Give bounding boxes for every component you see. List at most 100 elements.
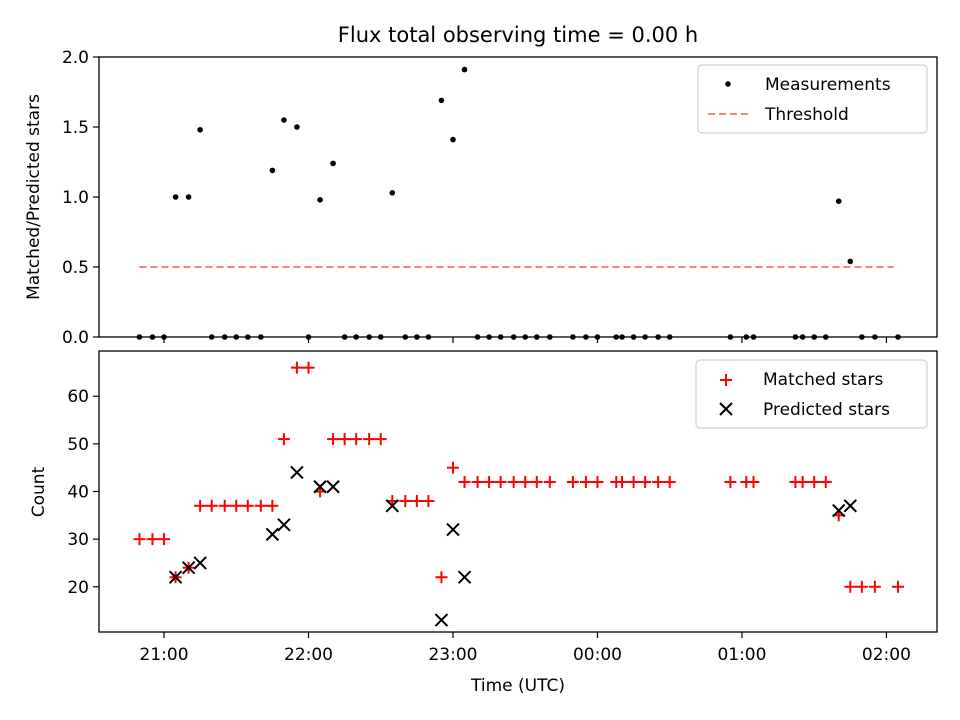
predicted-point <box>168 570 183 584</box>
chart-title: Flux total observing time = 0.00 h <box>338 23 698 47</box>
matched-point <box>277 433 290 446</box>
predicted-point-b <box>446 522 460 537</box>
matched-point <box>254 499 267 512</box>
matched-point <box>363 433 376 446</box>
predicted-point <box>832 503 846 518</box>
top-y-tick-label: 0.5 <box>62 258 89 278</box>
matched-point <box>663 475 676 488</box>
bottom-y-tick-label: 20 <box>67 578 89 598</box>
measurement-point <box>269 167 276 174</box>
top-y-tick-label: 2.0 <box>62 48 89 68</box>
matched-point <box>241 499 254 512</box>
predicted-point-b <box>168 570 183 584</box>
matched-point <box>218 499 231 512</box>
legend-label-measurements: Measurements <box>765 75 891 95</box>
matched-point <box>374 433 387 446</box>
bottom-y-tick-label: 50 <box>67 435 89 455</box>
bottom-legend-box <box>695 359 928 429</box>
matched-point <box>266 499 279 512</box>
bottom-y-tick-label: 30 <box>67 530 89 550</box>
measurement-point <box>438 97 445 104</box>
legend-label-matched: Matched stars <box>763 370 883 390</box>
matched-point <box>494 475 507 488</box>
predicted-point-b <box>181 560 196 575</box>
measurement-point <box>185 194 192 200</box>
top-y-tick-label: 1.5 <box>62 118 89 138</box>
predicted-point-b <box>843 499 858 513</box>
bottom-x-ticks: 21:00 22:00 23:00 00:00 01:00 02:00 <box>140 632 911 665</box>
matched-point <box>483 475 496 488</box>
matched-point <box>566 475 579 488</box>
predicted-point-b <box>385 499 400 513</box>
matched-point <box>471 475 484 488</box>
matched-point <box>844 580 857 593</box>
predicted-point-b <box>832 503 846 518</box>
bottom-y-axis-label: Count <box>29 466 49 517</box>
top-y-tick-label: 1.0 <box>62 188 89 208</box>
predicted-point-b <box>265 527 280 542</box>
bottom-y-ticks: 20 30 40 50 60 <box>67 387 99 598</box>
bottom-x-axis-label: Time (UTC) <box>470 676 565 696</box>
predicted-points <box>168 465 858 627</box>
bottom-x-tick-label: 00:00 <box>573 645 622 665</box>
matched-point <box>543 475 556 488</box>
matched-point <box>205 499 218 512</box>
top-legend-box <box>697 64 928 134</box>
matched-point <box>230 499 243 512</box>
matched-point <box>616 475 629 488</box>
matched-point <box>410 495 423 508</box>
matched-point <box>579 475 592 488</box>
matched-point <box>133 533 146 546</box>
matched-point <box>808 475 821 488</box>
measurement-point <box>450 136 456 143</box>
bottom-x-tick-label: 02:00 <box>862 645 911 665</box>
matched-point <box>507 475 520 488</box>
measurement-point <box>847 258 854 265</box>
predicted-point-b <box>434 613 449 627</box>
matched-point <box>422 495 435 508</box>
matched-point <box>350 433 363 446</box>
top-y-axis-label: Matched/Predicted stars <box>24 94 44 300</box>
matched-point <box>530 475 543 488</box>
measurement-point <box>389 190 396 196</box>
matched-point <box>458 475 471 488</box>
predicted-point <box>193 556 207 570</box>
bottom-x-tick-label: 22:00 <box>284 645 333 665</box>
top-y-tick-label: 0.0 <box>62 328 89 348</box>
matched-point <box>891 580 904 593</box>
measurement-point <box>330 160 336 167</box>
matched-point <box>747 475 760 488</box>
matched-point <box>146 533 159 546</box>
legend-label-threshold: Threshold <box>764 105 849 125</box>
matched-point <box>338 433 351 446</box>
matched-point <box>627 475 640 488</box>
measurement-point <box>172 194 179 200</box>
matched-point <box>158 533 171 546</box>
predicted-point <box>446 522 460 537</box>
matched-point <box>446 461 459 474</box>
measurement-point <box>197 127 203 133</box>
predicted-point <box>290 465 304 480</box>
legend-marker-matched <box>720 374 732 386</box>
legend-marker-measurements <box>725 81 731 87</box>
top-legend: Measurements Threshold <box>697 64 928 134</box>
bottom-x-tick-label: 21:00 <box>140 645 189 665</box>
matched-point <box>435 571 448 584</box>
predicted-point-b <box>313 480 327 494</box>
predicted-point-b <box>457 570 472 584</box>
predicted-point <box>265 527 280 542</box>
bottom-panel: Count Time (UTC) 20 30 40 50 60 21:00 22:00 23… <box>29 350 938 696</box>
matched-point <box>591 475 604 488</box>
predicted-point-b <box>193 556 207 570</box>
predicted-point <box>326 480 340 494</box>
bottom-y-tick-label: 60 <box>67 387 89 407</box>
matched-point <box>724 475 737 488</box>
matched-point <box>399 495 412 508</box>
matched-point <box>519 475 532 488</box>
predicted-point-b <box>277 518 291 532</box>
measurement-point <box>294 124 300 130</box>
measurement-points <box>136 66 901 340</box>
predicted-point <box>843 499 858 513</box>
measurement-point <box>461 66 468 73</box>
